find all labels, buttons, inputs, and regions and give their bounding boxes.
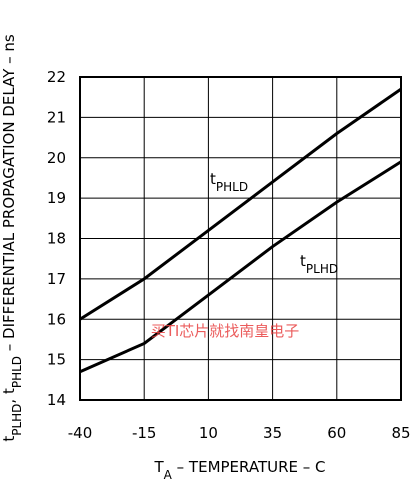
data-line [79, 87, 402, 321]
x-tick-label: -40 [68, 424, 93, 442]
x-tick-label: 10 [199, 424, 218, 442]
y-tick-label: 20 [47, 149, 66, 167]
series-label: tPHLD [210, 170, 248, 194]
y-tick-label: 17 [47, 270, 66, 288]
y-tick-label: 19 [47, 189, 66, 207]
text-part: – DIFFERENTIAL PROPAGATION DELAY – ns [0, 34, 18, 356]
x-tick-label: 60 [327, 424, 346, 442]
x-tick-label: 85 [391, 424, 410, 442]
text-part: – TEMPERATURE – C [172, 458, 326, 476]
x-tick-label: 35 [263, 424, 282, 442]
x-axis-label: TA – TEMPERATURE – C [154, 458, 326, 480]
text-part: T [154, 458, 165, 476]
series-label: tPLHD [300, 252, 338, 276]
watermark: 买TI芯片就找南皇电子 [151, 322, 300, 340]
y-tick-label: 18 [47, 230, 66, 248]
subscript: PHLD [216, 180, 248, 194]
data-line [79, 160, 402, 374]
y-tick-label: 16 [47, 310, 66, 328]
y-tick-label: 22 [47, 68, 66, 86]
subscript: A [164, 468, 173, 480]
y-axis-label: tPLHD, tPHLD – DIFFERENTIAL PROPAGATION … [0, 34, 24, 442]
subscript: PHLD [10, 356, 24, 388]
text-part: t [210, 170, 216, 188]
subscript: PLHD [306, 262, 338, 276]
plot-border [79, 76, 402, 401]
text-part: t [300, 252, 306, 270]
x-tick-label: -15 [132, 424, 157, 442]
subscript: PLHD [10, 404, 24, 436]
y-tick-label: 14 [47, 391, 66, 409]
text-part: , t [0, 388, 18, 404]
text-part: t [0, 436, 18, 442]
y-tick-label: 15 [47, 351, 66, 369]
y-tick-label: 21 [47, 108, 66, 126]
